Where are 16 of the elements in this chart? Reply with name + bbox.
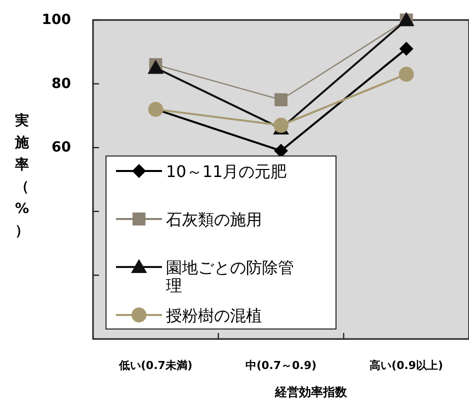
point: [148, 60, 164, 74]
y-axis-title: 実施率（%）: [14, 112, 30, 239]
x-tick-label: 高い(0.9以上): [370, 359, 444, 372]
y-tick-label: 60: [52, 140, 72, 156]
legend-label: 園地ごとの防除管理: [166, 258, 294, 294]
point: [274, 93, 288, 106]
y-tick-label: 80: [52, 76, 72, 92]
x-axis-title: 経営効率指数: [274, 385, 348, 399]
x-tick-label: 中(0.7～0.9): [245, 359, 317, 372]
x-tick-label: 低い(0.7未満): [118, 359, 192, 372]
y-tick-label: 100: [42, 12, 72, 28]
legend-label: 授粉樹の混植: [166, 306, 262, 324]
point: [399, 42, 414, 56]
legend-label: 10～11月の元肥: [166, 162, 287, 180]
legend-label: 石灰類の施用: [166, 210, 262, 228]
point: [398, 66, 414, 82]
